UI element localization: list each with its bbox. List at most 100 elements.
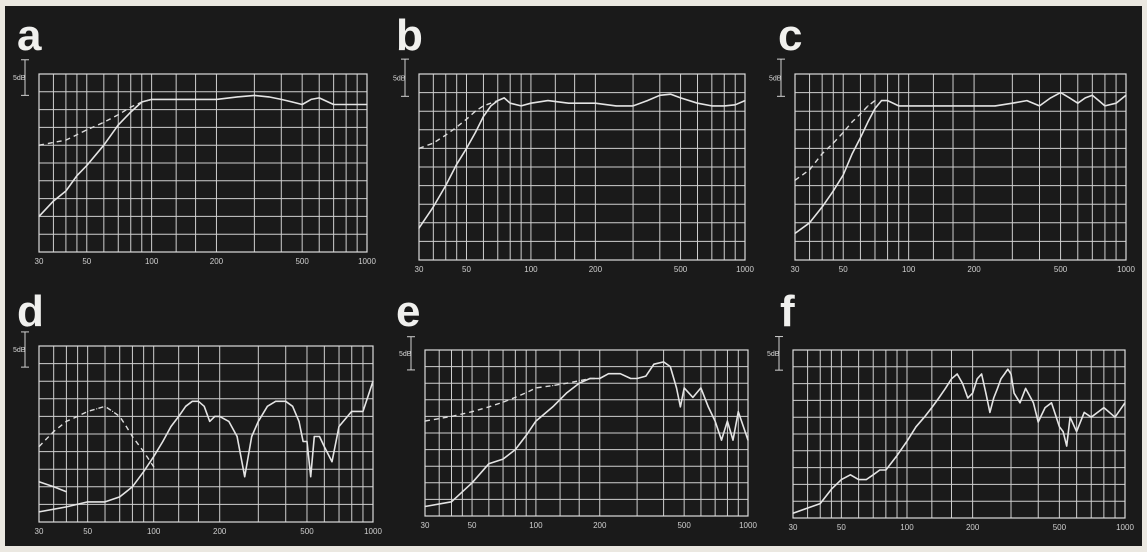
panel-c: c 5dB 30 50 100 200 500 1000: [768, 10, 1136, 274]
data-point: [302, 440, 304, 443]
data-point: [851, 121, 853, 123]
data-point: [482, 105, 484, 107]
scale-label: 5dB: [767, 351, 780, 358]
data-point: [257, 420, 259, 422]
x-tick-label: 30: [35, 257, 44, 266]
data-point: [65, 190, 67, 192]
data-point: [670, 93, 672, 95]
data-point: [747, 439, 749, 441]
panel-letter: c: [778, 11, 802, 60]
panel-letter: d: [17, 287, 44, 336]
data-point: [318, 97, 320, 99]
plot-frame: [792, 349, 1126, 519]
data-point: [1124, 402, 1126, 404]
data-point: [865, 479, 867, 481]
data-point: [1115, 102, 1117, 104]
data-point: [867, 105, 869, 107]
data-point: [1062, 431, 1064, 433]
data-point: [103, 121, 105, 123]
data-point: [1066, 445, 1068, 447]
x-tick-label: 200: [966, 523, 980, 532]
data-point: [568, 102, 570, 104]
data-point: [372, 380, 374, 382]
data-point: [972, 392, 974, 394]
series-line-dashed: [418, 99, 499, 150]
scale-label: 5dB: [769, 76, 782, 83]
data-point: [1084, 97, 1086, 99]
data-point: [680, 97, 682, 99]
data-point: [351, 410, 353, 412]
data-point: [52, 200, 55, 202]
data-point: [96, 408, 98, 410]
x-tick-label: 1000: [739, 521, 757, 530]
data-point: [653, 363, 655, 365]
data-point: [285, 400, 287, 402]
data-point: [125, 425, 127, 428]
data-point: [53, 430, 55, 433]
data-point: [362, 410, 364, 412]
data-point: [86, 164, 88, 167]
series-line-solid: [38, 94, 367, 217]
data-point: [490, 105, 492, 107]
data-point: [465, 118, 468, 120]
x-tick-label: 200: [593, 521, 607, 530]
scale-label: 5dB: [399, 351, 412, 358]
x-tick-label: 30: [415, 265, 424, 274]
series-line-solid: [792, 368, 1126, 514]
data-point: [53, 486, 55, 488]
data-point: [219, 415, 221, 417]
data-point: [830, 488, 832, 490]
data-point: [525, 434, 527, 436]
panel-letter: f: [780, 287, 795, 336]
chart-a: a 5dB 30 50 100 200 500 1000: [13, 11, 376, 266]
x-tick-label: 200: [967, 265, 981, 274]
data-point: [87, 501, 89, 503]
data-point: [938, 397, 940, 399]
data-point: [1098, 100, 1100, 102]
data-point: [1077, 102, 1079, 104]
data-point: [1026, 100, 1028, 102]
data-point: [502, 401, 504, 403]
data-point: [996, 387, 999, 389]
x-tick-label: 50: [468, 521, 477, 530]
data-point: [244, 476, 246, 478]
data-point: [1038, 105, 1041, 107]
data-point: [497, 100, 499, 102]
x-tick-label: 30: [421, 521, 430, 530]
data-point: [38, 481, 40, 483]
plot-frame: [794, 73, 1127, 261]
data-point: [87, 410, 89, 412]
grid: [424, 349, 749, 517]
data-point: [456, 126, 458, 128]
data-point: [432, 142, 434, 144]
data-point: [456, 163, 458, 165]
chart-b: b 5dB 30 50 100 200 500 1000: [393, 11, 754, 274]
data-point: [906, 440, 908, 442]
data-point: [1069, 416, 1071, 418]
series-line-solid: [794, 91, 1127, 235]
data-point: [298, 420, 300, 422]
data-point: [809, 222, 811, 224]
panel-letter: b: [396, 11, 423, 60]
data-point: [566, 392, 568, 394]
data-point: [737, 411, 739, 413]
data-point: [153, 466, 155, 468]
data-point: [1103, 407, 1105, 409]
x-tick-label: 500: [295, 257, 309, 266]
data-point: [503, 97, 505, 99]
series-line-dashed: [38, 405, 155, 468]
data-point: [1104, 105, 1106, 107]
panel-e: e 5dB 30 50 100 200 500 1000: [392, 286, 757, 542]
data-point: [646, 100, 648, 102]
x-tick-label: 500: [674, 265, 688, 274]
panel-letter: a: [17, 11, 42, 60]
data-point: [794, 179, 796, 181]
data-point: [696, 102, 699, 104]
data-point: [552, 406, 554, 408]
x-tick-label: 100: [524, 265, 538, 274]
data-point: [1060, 92, 1062, 94]
data-point: [203, 405, 205, 407]
data-point: [821, 153, 823, 155]
data-point: [794, 232, 796, 234]
x-tick-label: 30: [791, 265, 800, 274]
